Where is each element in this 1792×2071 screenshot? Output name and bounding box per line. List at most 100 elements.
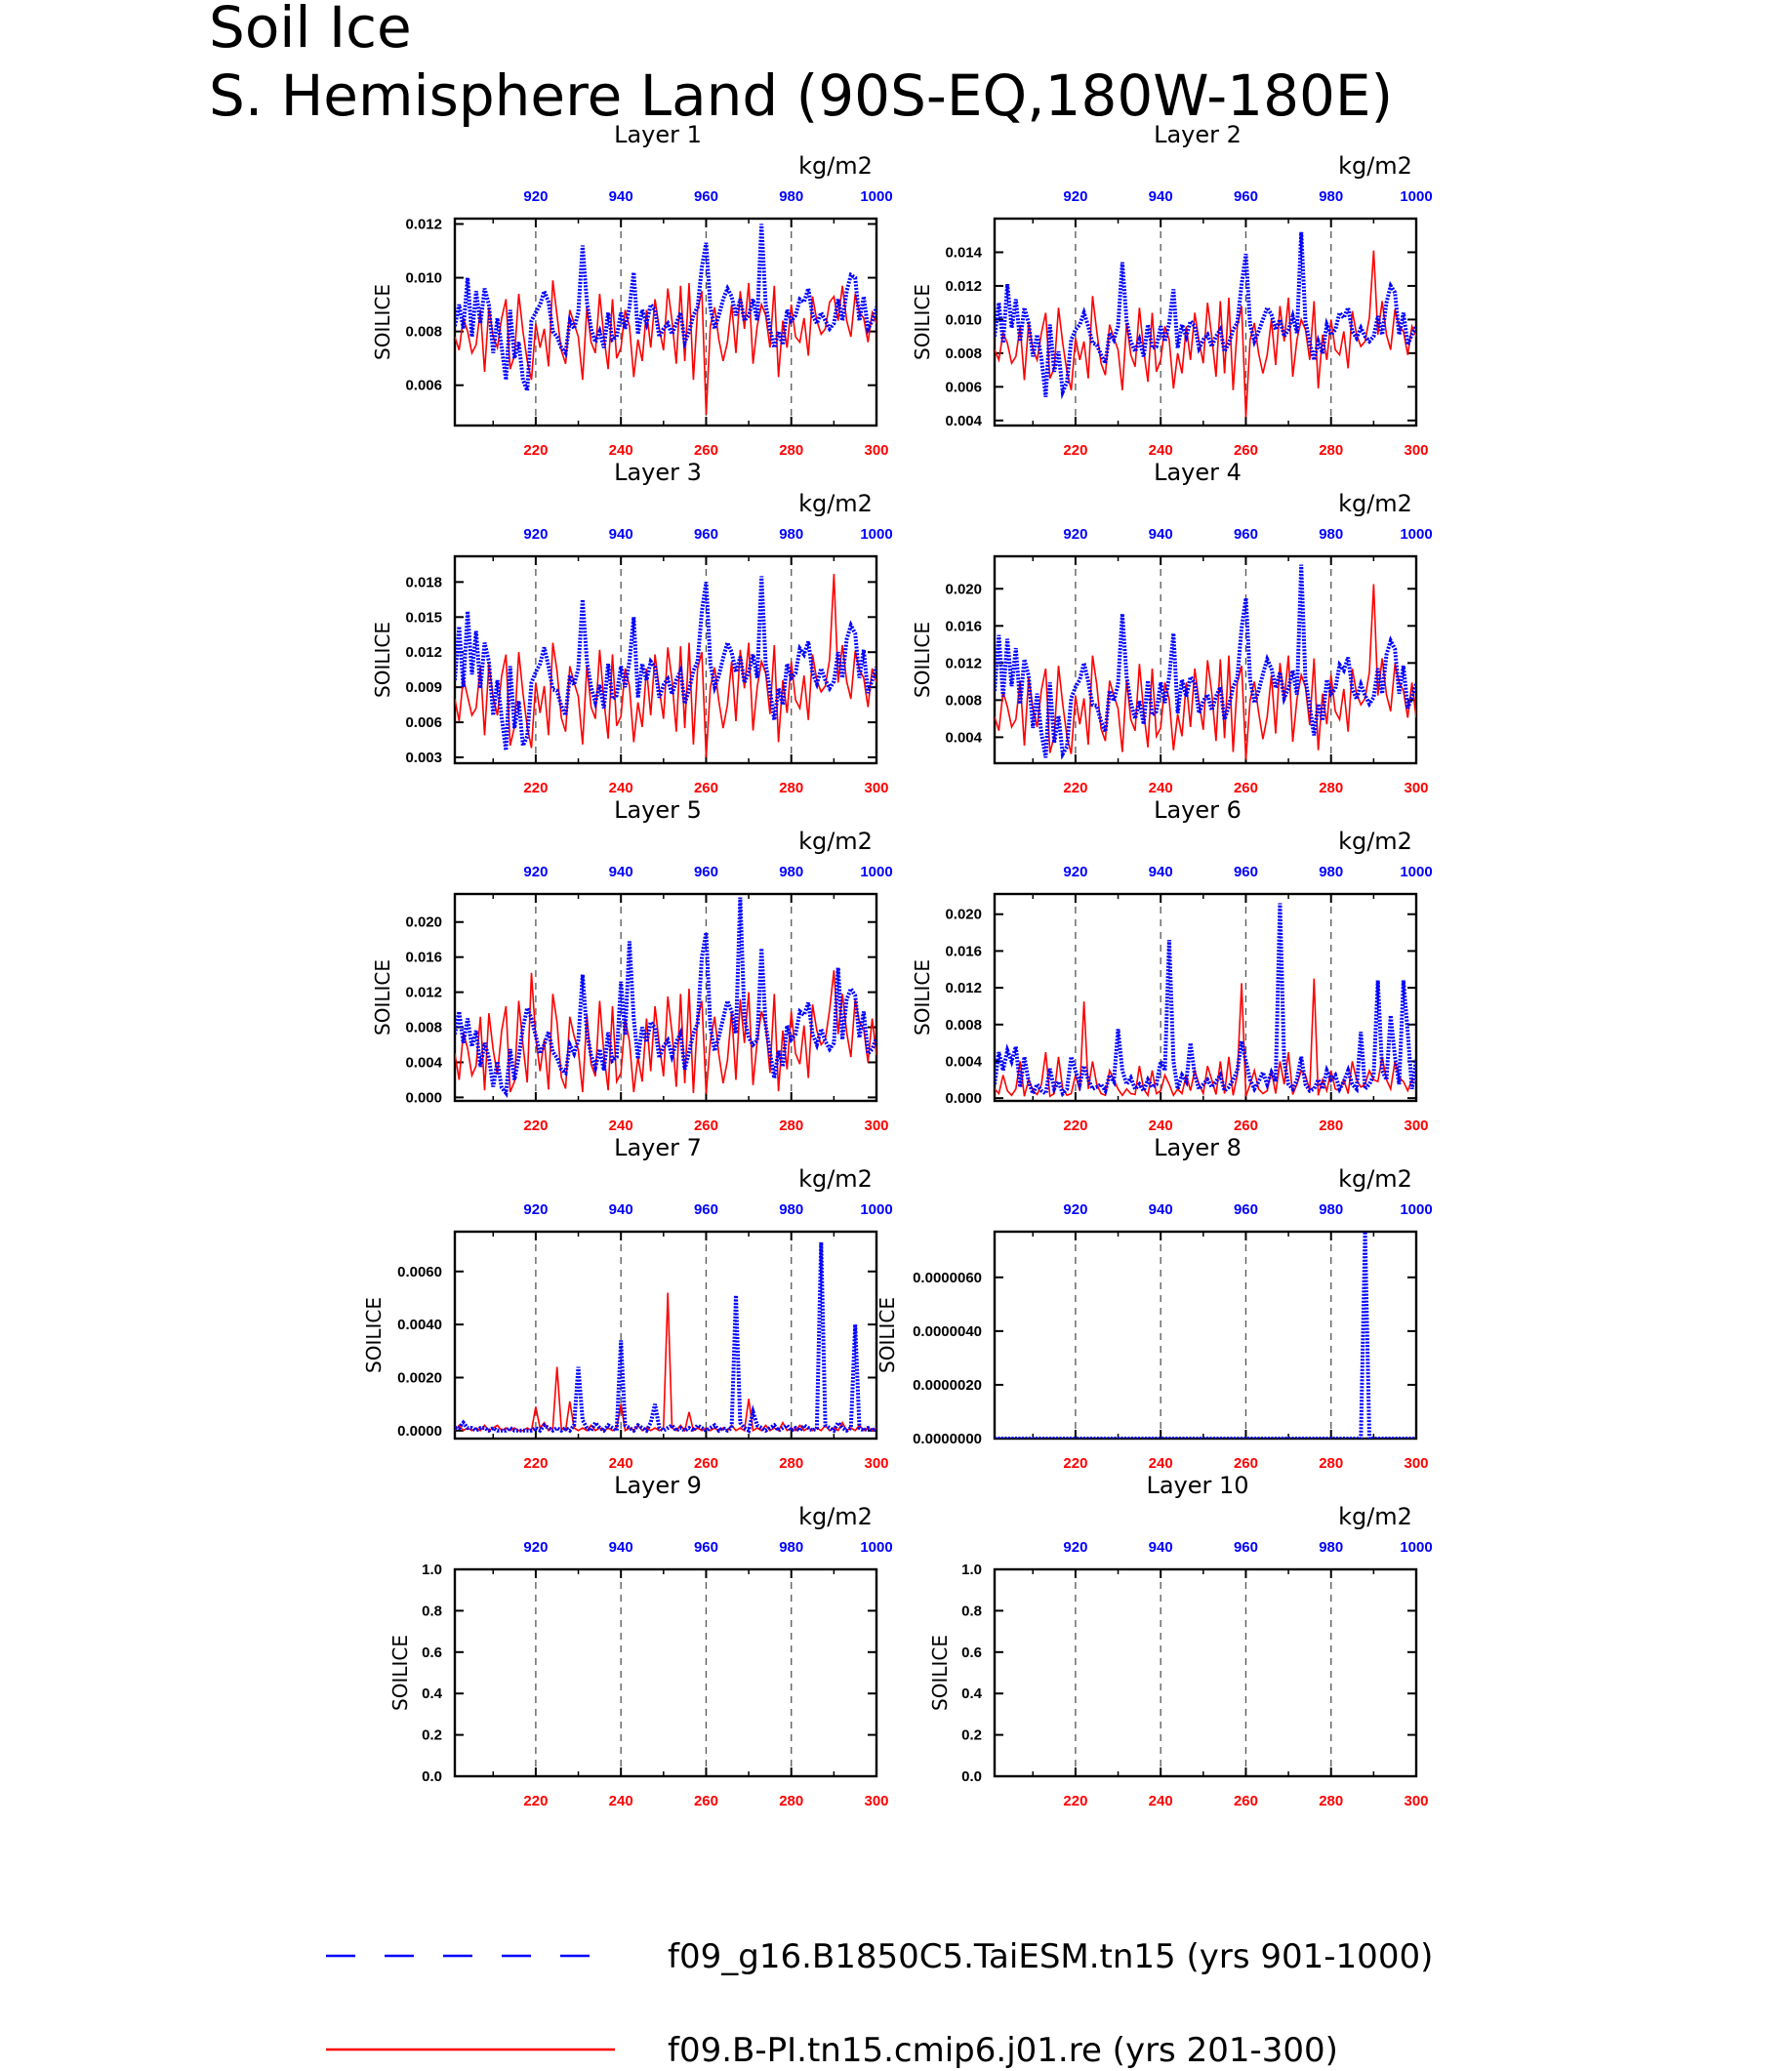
x-top-tick-label: 940 xyxy=(609,188,633,205)
series-line-taiesm xyxy=(995,1232,1416,1439)
plot-frame xyxy=(453,1567,878,1778)
series-line-taiesm xyxy=(995,903,1416,1099)
x-top-tick-label: 960 xyxy=(1234,864,1258,880)
x-bottom-tick-label: 300 xyxy=(1404,442,1428,459)
units-label: kg/m2 xyxy=(1338,490,1412,517)
panel-layer-10: Layer 10 kg/m2 220 240 260 280 300 920 940 960 980… xyxy=(928,1472,1433,1809)
y-tick-label: 0.004 xyxy=(945,413,982,429)
series-line-cmip6 xyxy=(455,573,876,758)
x-bottom-tick-label: 220 xyxy=(523,780,548,796)
x-bottom-tick-label: 240 xyxy=(609,442,633,459)
y-tick-label: 0.010 xyxy=(945,311,982,328)
x-top-tick-label: 920 xyxy=(1063,526,1087,543)
series-group xyxy=(455,897,876,1098)
y-tick-label: 0.008 xyxy=(945,692,982,709)
y-tick-label: 0.016 xyxy=(945,618,982,634)
legend-label-2: f09.B-PI.tn15.cmip6.j01.re (yrs 201-300) xyxy=(668,2031,1338,2070)
x-top-tick-label: 920 xyxy=(523,526,548,543)
x-top-tick-label: 960 xyxy=(694,1201,718,1218)
series-line-cmip6 xyxy=(455,970,876,1094)
x-top-tick-label: 1000 xyxy=(860,188,892,205)
x-bottom-tick-label: 260 xyxy=(694,780,718,796)
plot-frame xyxy=(453,1230,878,1441)
y-tick-label: 0.012 xyxy=(405,217,442,233)
panel-layer-2: Layer 2 kg/m2 220 240 260 280 300 920 940 960 980 1… xyxy=(911,121,1433,459)
x-top-tick-label: 980 xyxy=(1319,1539,1343,1556)
plot-frame xyxy=(453,892,878,1103)
panel-layer-4: Layer 4 kg/m2 220 240 260 280 300 920 940 960 980 1… xyxy=(911,459,1433,796)
panel-title: Layer 6 xyxy=(1154,796,1242,824)
x-top-tick-label: 1000 xyxy=(860,1539,892,1556)
y-axis-label: SOILICE xyxy=(371,284,394,360)
x-bottom-tick-label: 220 xyxy=(1063,1455,1087,1472)
panel-layer-9: Layer 9 kg/m2 220 240 260 280 300 920 940 960 980 1… xyxy=(388,1472,893,1809)
x-top-tick-label: 920 xyxy=(1063,1201,1087,1218)
y-tick-label: 0.012 xyxy=(945,980,982,996)
x-bottom-tick-label: 280 xyxy=(1319,442,1343,459)
x-top-tick-label: 980 xyxy=(779,188,803,205)
x-top-tick-label: 960 xyxy=(694,864,718,880)
panel-title: Layer 7 xyxy=(614,1134,702,1161)
y-tick-label: 0.016 xyxy=(405,950,442,966)
x-bottom-tick-label: 300 xyxy=(1404,1793,1428,1809)
x-bottom-tick-label: 300 xyxy=(864,1793,888,1809)
y-tick-label: 0.008 xyxy=(405,324,442,341)
x-top-tick-label: 980 xyxy=(779,1201,803,1218)
units-label: kg/m2 xyxy=(798,1165,873,1193)
series-group xyxy=(995,231,1416,418)
x-bottom-tick-label: 240 xyxy=(1149,1793,1173,1809)
y-tick-label: 0.000 xyxy=(945,1090,982,1107)
x-top-tick-label: 960 xyxy=(1234,188,1258,205)
x-bottom-tick-label: 280 xyxy=(1319,780,1343,796)
x-top-tick-label: 940 xyxy=(609,1539,633,1556)
units-label: kg/m2 xyxy=(1338,152,1412,180)
units-label: kg/m2 xyxy=(1338,828,1412,855)
x-top-tick-label: 940 xyxy=(1149,1539,1173,1556)
x-bottom-tick-label: 260 xyxy=(694,1117,718,1134)
x-bottom-tick-label: 240 xyxy=(609,1455,633,1472)
series-line-cmip6 xyxy=(995,584,1416,760)
panel-title: Layer 10 xyxy=(1146,1472,1248,1499)
y-tick-label: 0.0040 xyxy=(397,1317,442,1333)
x-bottom-tick-label: 260 xyxy=(694,442,718,459)
y-tick-label: 0.6 xyxy=(961,1645,982,1661)
x-top-tick-label: 920 xyxy=(523,1539,548,1556)
x-bottom-tick-label: 220 xyxy=(523,1455,548,1472)
y-tick-label: 0.006 xyxy=(405,714,442,731)
y-tick-label: 0.003 xyxy=(405,750,442,766)
panel-layer-6: Layer 6 kg/m2 220 240 260 280 300 920 940 960 980 1… xyxy=(911,796,1433,1134)
panel-title: Layer 1 xyxy=(614,121,702,148)
series-line-taiesm xyxy=(455,897,876,1098)
x-top-tick-label: 920 xyxy=(523,1201,548,1218)
y-tick-label: 0.0 xyxy=(961,1768,982,1785)
x-bottom-tick-label: 280 xyxy=(779,1117,803,1134)
y-tick-label: 0.0060 xyxy=(397,1264,442,1280)
x-bottom-tick-label: 240 xyxy=(1149,1455,1173,1472)
x-bottom-tick-label: 240 xyxy=(609,1117,633,1134)
x-bottom-tick-label: 240 xyxy=(1149,442,1173,459)
legend-label-1: f09_g16.B1850C5.TaiESM.tn15 (yrs 901-100… xyxy=(668,1937,1433,1976)
x-top-tick-label: 940 xyxy=(1149,188,1173,205)
panel-title: Layer 9 xyxy=(614,1472,702,1499)
y-tick-label: 0.004 xyxy=(945,729,982,746)
y-axis-label: SOILICE xyxy=(911,284,934,360)
x-top-tick-label: 940 xyxy=(609,1201,633,1218)
series-line-taiesm xyxy=(455,1241,876,1435)
x-bottom-tick-label: 300 xyxy=(864,1455,888,1472)
panel-title: Layer 8 xyxy=(1154,1134,1242,1161)
x-bottom-tick-label: 240 xyxy=(1149,1117,1173,1134)
units-label: kg/m2 xyxy=(798,828,873,855)
y-tick-label: 0.020 xyxy=(945,581,982,597)
x-bottom-tick-label: 240 xyxy=(609,1793,633,1809)
x-bottom-tick-label: 300 xyxy=(1404,1117,1428,1134)
y-tick-label: 0.015 xyxy=(405,609,442,626)
x-top-tick-label: 980 xyxy=(779,526,803,543)
plot-frame xyxy=(993,554,1418,765)
x-top-tick-label: 920 xyxy=(523,188,548,205)
y-tick-label: 1.0 xyxy=(422,1562,442,1578)
x-bottom-tick-label: 300 xyxy=(864,442,888,459)
units-label: kg/m2 xyxy=(1338,1503,1412,1530)
x-bottom-tick-label: 220 xyxy=(1063,780,1087,796)
series-line-taiesm xyxy=(995,564,1416,760)
y-tick-label: 0.4 xyxy=(422,1685,443,1702)
